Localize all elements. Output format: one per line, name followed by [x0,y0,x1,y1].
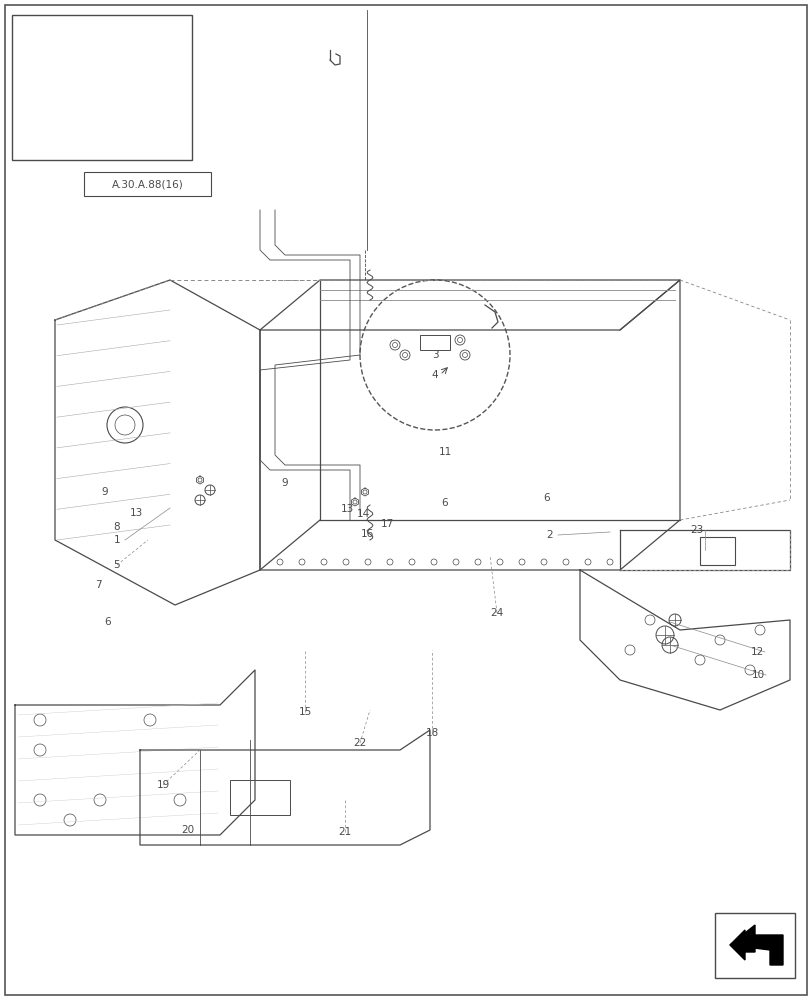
Text: 1: 1 [114,535,120,545]
Bar [419,335,449,350]
Text: 9: 9 [101,487,108,497]
Text: 21: 21 [338,827,351,837]
Text: 22: 22 [353,738,367,748]
Bar [714,913,794,978]
Text: 6: 6 [105,617,111,627]
Text: 23: 23 [689,525,703,535]
Text: 3: 3 [431,350,438,360]
Text: 15: 15 [298,707,311,717]
Text: 19: 19 [157,780,169,790]
Text: 10: 10 [750,670,764,680]
Text: 8: 8 [114,522,120,532]
Text: 12: 12 [749,647,762,657]
Polygon shape [729,930,754,960]
FancyBboxPatch shape [84,172,211,196]
Text: 2: 2 [546,530,552,540]
Text: 5: 5 [114,560,120,570]
Text: A.30.A.88(16): A.30.A.88(16) [112,179,183,189]
Text: 6: 6 [441,498,448,508]
Text: 14: 14 [356,509,369,519]
Text: 13: 13 [340,504,353,514]
Bar [230,780,290,815]
Bar [699,537,734,565]
Text: 6: 6 [543,493,550,503]
Polygon shape [729,925,782,965]
Text: 7: 7 [95,580,101,590]
Text: 18: 18 [425,728,438,738]
Text: 9: 9 [281,478,288,488]
Bar [12,15,191,160]
Text: 24: 24 [490,608,503,618]
Text: 4: 4 [431,370,438,380]
Text: 11: 11 [438,447,451,457]
Text: 13: 13 [129,508,143,518]
Text: 20: 20 [181,825,195,835]
Text: 17: 17 [380,519,393,529]
Text: 16: 16 [360,529,373,539]
